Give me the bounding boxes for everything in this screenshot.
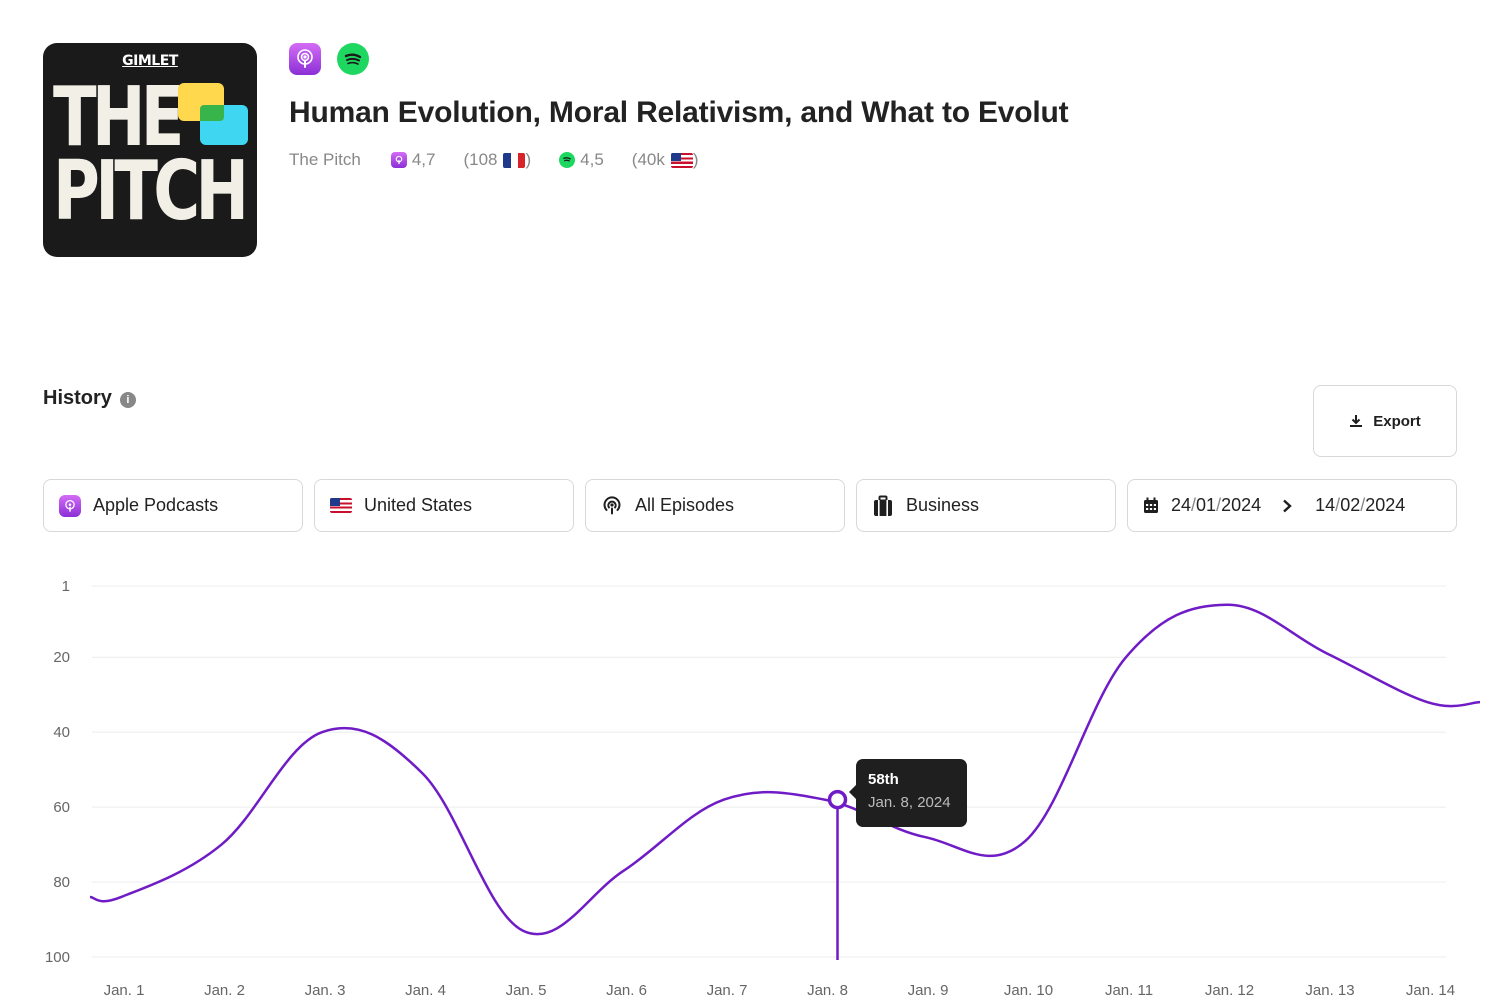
y-tick-label: 20 xyxy=(53,649,70,666)
date-separator: / xyxy=(1216,495,1222,515)
x-tick-label: Jan. 14 xyxy=(1406,982,1455,999)
platform-links xyxy=(289,43,369,75)
apple-rating-count: (108 ) xyxy=(463,150,531,170)
episodes-select[interactable]: All Episodes xyxy=(585,479,845,532)
x-tick-label: Jan. 9 xyxy=(908,982,949,999)
date-separator: / xyxy=(1191,495,1197,515)
platform-select[interactable]: Apple Podcasts xyxy=(43,479,303,532)
x-tick-label: Jan. 5 xyxy=(506,982,547,999)
date-end-year: 2024 xyxy=(1365,495,1406,515)
export-label: Export xyxy=(1373,412,1421,430)
apple-rating-value: 4,7 xyxy=(411,150,436,169)
cover-title-line2: PITCH xyxy=(53,144,249,239)
x-tick-label: Jan. 13 xyxy=(1305,982,1354,999)
green-speech-bubble-icon xyxy=(200,105,224,121)
ranking-series-line xyxy=(89,603,1481,936)
cover-brand: GIMLET xyxy=(122,53,178,69)
date-start-year: 2024 xyxy=(1221,495,1262,515)
category-select-value: Business xyxy=(906,495,980,515)
spotify-rating: 4,5 xyxy=(559,150,604,170)
briefcase-icon xyxy=(874,495,892,516)
hover-data-point xyxy=(827,789,848,810)
date-start-month: 01 xyxy=(1196,495,1217,515)
apple-podcasts-icon xyxy=(59,494,81,517)
y-tick-label: 40 xyxy=(53,724,70,741)
category-select[interactable]: Business xyxy=(856,479,1116,532)
x-tick-label: Jan. 3 xyxy=(305,982,346,999)
episode-title: Human Evolution, Moral Relativism, and W… xyxy=(289,96,1069,129)
y-tick-label: 60 xyxy=(53,799,70,816)
history-header: History i xyxy=(43,387,136,410)
calendar-icon xyxy=(1144,497,1158,513)
apple-rating: 4,7 xyxy=(390,150,436,170)
tooltip-rank: 58th xyxy=(868,771,899,788)
us-flag-icon xyxy=(330,498,352,513)
podcast-cover: GIMLET THE PITCH xyxy=(43,43,257,257)
x-tick-label: Jan. 11 xyxy=(1105,982,1153,999)
date-end-month: 02 xyxy=(1340,495,1361,515)
y-tick-label: 80 xyxy=(53,874,70,891)
france-flag-icon xyxy=(503,152,526,168)
date-start-day: 24 xyxy=(1171,495,1192,515)
spotify-icon xyxy=(559,152,576,168)
us-flag-icon xyxy=(670,152,693,168)
show-name[interactable]: The Pitch xyxy=(289,150,361,169)
country-select[interactable]: United States xyxy=(314,479,574,532)
podcast-broadcast-icon xyxy=(603,495,621,514)
history-title: History xyxy=(43,387,112,409)
spotify-count-close: ) xyxy=(692,150,699,169)
ranking-history-chart: 1 20 40 60 80 100 Jan. 1 Jan. 2 Jan. 3 Jan. 4 Jan.… xyxy=(45,578,1481,999)
date-range-picker[interactable]: 24/01/2024 14/02/2024 xyxy=(1127,479,1457,532)
x-tick-label: Jan. 6 xyxy=(606,982,647,999)
tooltip-date: Jan. 8, 2024 xyxy=(868,794,951,811)
x-tick-label: Jan. 12 xyxy=(1205,982,1254,999)
date-end-day: 14 xyxy=(1315,495,1336,515)
y-tick-label: 1 xyxy=(62,578,70,595)
apple-podcasts-icon xyxy=(390,152,407,168)
apple-count-value: (108 xyxy=(463,150,498,169)
country-select-value: United States xyxy=(364,495,473,515)
date-separator: / xyxy=(1360,495,1366,515)
info-icon[interactable]: i xyxy=(119,392,136,408)
apple-count-close: ) xyxy=(525,150,532,169)
date-start[interactable]: 24/01/2024 xyxy=(1171,495,1261,516)
spotify-rating-value: 4,5 xyxy=(580,150,604,169)
cover-title-line1: THE xyxy=(53,70,184,165)
x-tick-label: Jan. 7 xyxy=(707,982,748,999)
episodes-select-value: All Episodes xyxy=(635,495,735,515)
x-tick-label: Jan. 10 xyxy=(1004,982,1053,999)
export-button[interactable]: Export xyxy=(1313,385,1457,457)
chevron-right-icon xyxy=(1283,499,1292,512)
y-tick-label: 100 xyxy=(45,949,70,966)
apple-podcasts-icon[interactable] xyxy=(289,43,321,75)
x-tick-label: Jan. 8 xyxy=(807,982,848,999)
x-tick-label: Jan. 2 xyxy=(204,982,245,999)
date-separator: / xyxy=(1335,495,1341,515)
spotify-icon[interactable] xyxy=(337,43,369,75)
download-icon xyxy=(1350,415,1363,427)
spotify-count-value: (40k xyxy=(631,150,665,169)
x-tick-label: Jan. 1 xyxy=(104,982,145,999)
episode-meta: The Pitch 4,7 (108 ) 4,5 (40k ) xyxy=(289,150,727,170)
x-tick-label: Jan. 4 xyxy=(405,982,446,999)
platform-select-value: Apple Podcasts xyxy=(93,495,219,515)
spotify-rating-count: (40k ) xyxy=(632,150,699,170)
chart-tooltip: 58th Jan. 8, 2024 xyxy=(849,759,967,827)
date-end[interactable]: 14/02/2024 xyxy=(1315,495,1405,516)
